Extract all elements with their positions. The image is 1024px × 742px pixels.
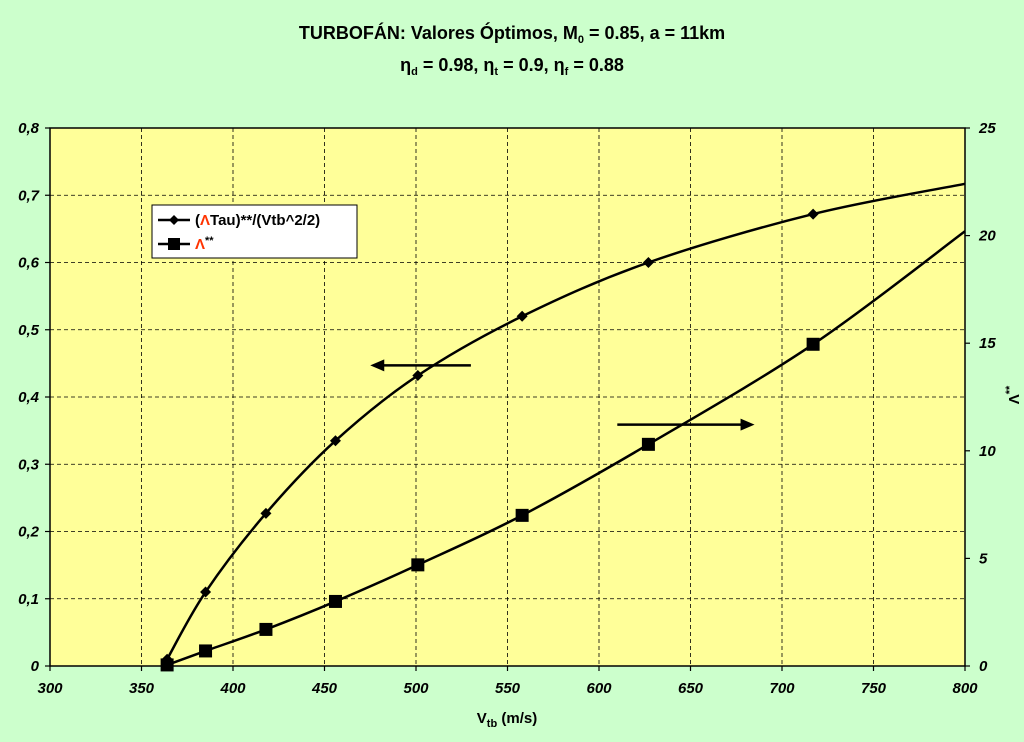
data-point-square: [411, 558, 425, 572]
y-left-tick-label: 0,7: [18, 187, 40, 204]
x-tick-label: 700: [769, 680, 795, 697]
data-point-square: [806, 337, 820, 351]
x-tick-label: 400: [219, 680, 246, 697]
y-left-tick-label: 0,6: [18, 255, 40, 272]
legend-label-series-1: (ΛTau)**/(Vtb^2/2): [195, 212, 320, 229]
legend-marker-diamond: [169, 215, 179, 225]
y-right-tick-label: 5: [979, 550, 988, 567]
series-markers: [160, 208, 820, 672]
legend-box: [151, 204, 358, 259]
y-left-tick-label: 0,2: [18, 524, 40, 541]
tick-labels: 300 350 400 450 500 550 600 650 700 750 80000,10,2…: [18, 120, 996, 697]
series-line-1: [166, 182, 966, 660]
y-left-tick-label: 0,3: [18, 456, 40, 473]
y-right-tick-label: 15: [979, 335, 996, 352]
y-left-tick-label: 0,8: [18, 120, 40, 137]
chart-title-line2: ηd = 0.98, ηt = 0.9, ηf = 0.88: [400, 55, 624, 78]
annotation-arrows: [370, 359, 755, 431]
y-left-tick-label: 0,4: [18, 389, 40, 406]
y-left-tick-label: 0,5: [18, 322, 40, 339]
arrowhead-left: [370, 359, 385, 372]
x-tick-label: 350: [129, 680, 155, 697]
data-point-square: [641, 437, 655, 451]
y-right-axis-label: Λ**: [1004, 385, 1023, 404]
data-point-diamond: [516, 310, 528, 322]
y-right-tick-label: 10: [979, 443, 996, 460]
x-axis-label: Vtb (m/s): [477, 710, 537, 730]
x-tick-label: 300: [37, 680, 63, 697]
x-tick-label: 800: [952, 680, 978, 697]
data-point-square: [199, 644, 213, 658]
y-left-tick-label: 0: [31, 658, 40, 675]
legend-label-series-2: Λ**: [195, 235, 214, 253]
x-tick-label: 650: [678, 680, 704, 697]
legend-marker-square: [168, 238, 180, 250]
legend: (ΛTau)**/(Vtb^2/2) Λ**: [151, 204, 358, 259]
data-point-diamond: [807, 208, 819, 220]
y-right-tick-label: 0: [979, 658, 988, 675]
x-tick-label: 450: [311, 680, 338, 697]
data-point-square: [259, 622, 273, 636]
x-tick-label: 750: [861, 680, 887, 697]
title-main: TURBOFÁN: [299, 22, 400, 43]
y-left-tick-label: 0,1: [18, 591, 39, 608]
data-point-square: [160, 658, 174, 672]
y-right-tick-label: 25: [978, 120, 996, 137]
chart-title-line1: TURBOFÁN: Valores Óptimos, M0 = 0.85, a …: [299, 22, 725, 46]
data-point-diamond: [200, 586, 212, 598]
grid: [45, 127, 970, 671]
data-point-diamond: [412, 369, 424, 381]
x-tick-label: 600: [586, 680, 612, 697]
x-tick-label: 500: [403, 680, 429, 697]
data-point-square: [328, 594, 342, 608]
arrowhead-right: [740, 418, 755, 431]
data-point-diamond: [260, 507, 272, 519]
data-point-diamond: [329, 435, 341, 447]
data-point-diamond: [642, 257, 654, 268]
data-point-square: [515, 508, 529, 522]
y-right-tick-label: 20: [978, 228, 996, 245]
x-tick-label: 550: [495, 680, 521, 697]
